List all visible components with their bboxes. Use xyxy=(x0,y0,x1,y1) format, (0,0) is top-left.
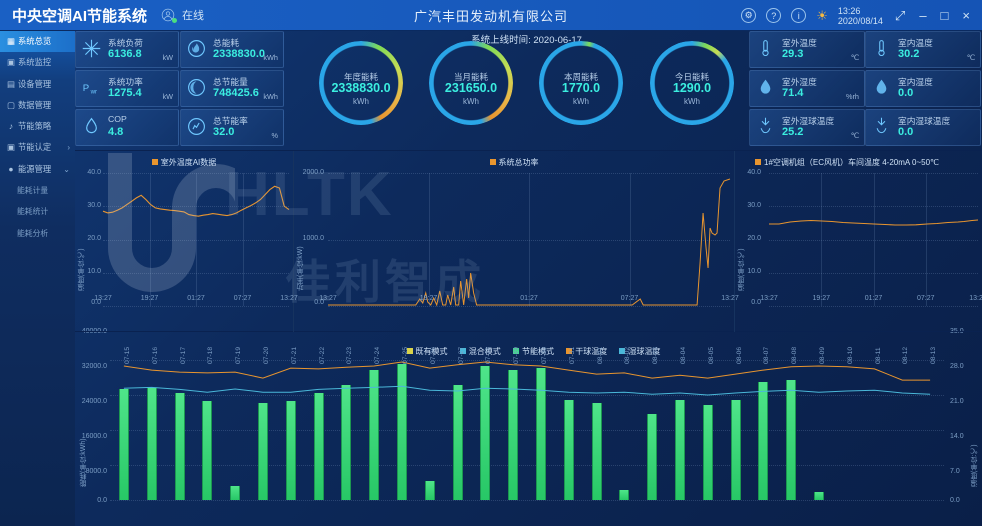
svg-text:P: P xyxy=(83,83,89,94)
svg-text:wr: wr xyxy=(90,89,97,96)
